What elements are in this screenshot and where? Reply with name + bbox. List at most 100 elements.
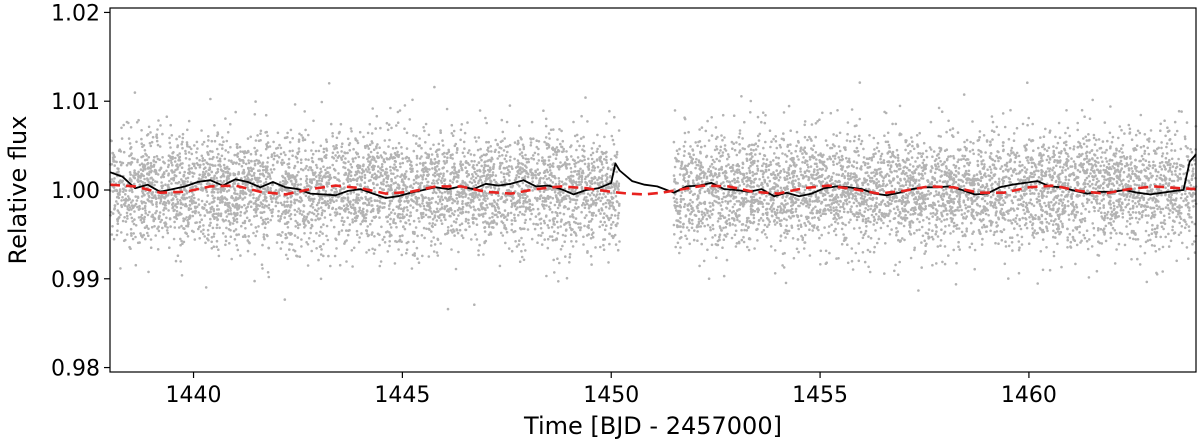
data-point <box>266 156 270 160</box>
data-point <box>509 190 513 193</box>
data-point <box>248 173 251 176</box>
data-point <box>134 224 138 227</box>
data-point <box>376 156 380 160</box>
data-point <box>262 210 266 214</box>
data-point <box>569 166 573 170</box>
data-point <box>210 139 214 143</box>
data-point <box>130 161 133 164</box>
data-point <box>141 145 144 148</box>
data-point <box>418 184 422 187</box>
data-point <box>537 213 540 216</box>
data-point <box>154 234 157 237</box>
data-point <box>352 178 356 182</box>
data-point <box>473 160 476 163</box>
data-point <box>184 157 188 160</box>
data-point <box>472 213 475 216</box>
data-point <box>457 176 460 179</box>
data-point <box>503 216 506 219</box>
data-point <box>355 172 359 176</box>
data-point <box>195 156 199 160</box>
data-point <box>356 233 359 237</box>
data-point <box>222 172 225 176</box>
data-point <box>304 149 307 152</box>
data-point <box>243 175 247 179</box>
data-point <box>510 228 513 232</box>
data-point <box>372 215 376 219</box>
data-point <box>471 216 474 220</box>
data-point <box>130 188 134 191</box>
data-point <box>284 172 288 175</box>
data-point <box>1092 133 1096 137</box>
data-point <box>293 213 297 217</box>
data-point <box>355 179 359 183</box>
data-point <box>570 144 573 147</box>
data-point <box>561 139 565 143</box>
data-point <box>1035 169 1038 172</box>
data-point <box>382 183 385 186</box>
data-point <box>484 208 487 212</box>
data-point <box>593 166 597 170</box>
data-point <box>561 244 564 248</box>
data-point <box>262 174 266 178</box>
data-point <box>403 215 406 219</box>
data-point <box>608 242 611 246</box>
data-point <box>495 182 499 185</box>
data-point <box>279 215 283 218</box>
data-point <box>357 155 361 159</box>
data-point <box>297 199 301 203</box>
data-point <box>116 229 119 232</box>
data-point <box>593 201 596 205</box>
data-point <box>351 218 354 221</box>
data-point <box>517 243 521 246</box>
data-point <box>429 244 433 247</box>
data-point <box>672 174 676 177</box>
data-point <box>920 166 923 169</box>
data-point <box>155 139 159 143</box>
data-point <box>455 151 459 154</box>
data-point <box>318 245 322 248</box>
data-point <box>615 170 618 174</box>
data-point <box>491 171 495 174</box>
data-point <box>415 246 419 250</box>
data-point <box>296 160 300 164</box>
data-point <box>332 225 336 229</box>
data-point <box>266 221 270 224</box>
data-point <box>205 182 209 186</box>
data-point <box>356 141 360 145</box>
data-point <box>931 215 934 218</box>
data-point <box>289 180 293 183</box>
data-point <box>426 180 429 184</box>
data-point <box>456 190 459 194</box>
data-point <box>286 220 290 224</box>
data-point <box>814 205 817 209</box>
data-point <box>513 141 517 144</box>
data-point <box>213 174 216 178</box>
data-point <box>421 178 425 181</box>
data-point <box>433 182 436 185</box>
data-point <box>450 132 454 135</box>
data-point <box>276 154 279 157</box>
data-point <box>185 189 188 193</box>
data-point <box>411 199 414 202</box>
data-point <box>293 198 297 202</box>
data-point <box>375 146 378 150</box>
data-point <box>616 214 620 217</box>
data-point <box>549 179 553 182</box>
data-point <box>762 157 765 161</box>
data-point <box>128 178 132 182</box>
data-point <box>396 186 399 189</box>
data-point <box>886 224 889 228</box>
data-point <box>161 156 164 159</box>
data-point <box>299 177 303 181</box>
data-point <box>505 198 508 202</box>
data-point <box>539 227 543 230</box>
data-point <box>607 261 610 264</box>
data-point <box>143 206 147 210</box>
data-point <box>604 205 608 209</box>
data-point <box>1048 214 1052 217</box>
data-point <box>243 211 246 215</box>
data-point <box>207 135 210 138</box>
data-point <box>189 207 193 211</box>
data-point <box>418 157 422 160</box>
data-point <box>269 208 272 212</box>
